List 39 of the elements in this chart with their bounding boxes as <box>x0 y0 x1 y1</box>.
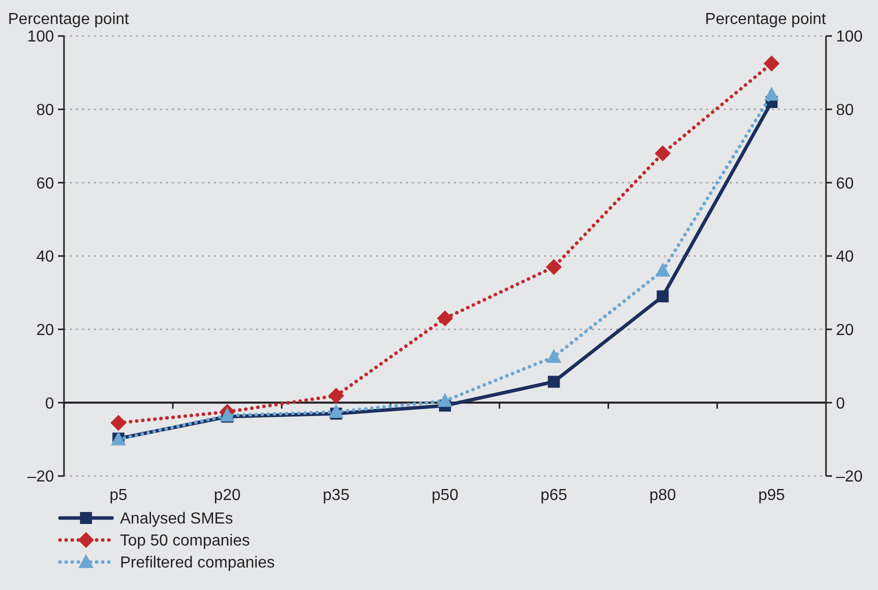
legend-label: Top 50 companies <box>120 532 250 550</box>
point <box>328 404 344 418</box>
y-tick-label: –20 <box>27 468 54 486</box>
point <box>546 348 562 363</box>
point <box>548 376 560 388</box>
y2-tick-label: 100 <box>836 28 863 46</box>
x-tick-label: p95 <box>758 487 786 504</box>
point <box>654 145 671 162</box>
x-tick-label: p5 <box>110 487 128 504</box>
x-tick-label: p20 <box>214 487 241 504</box>
point <box>546 259 562 275</box>
y-tick-label: 60 <box>36 175 54 192</box>
y2-tick-label: 0 <box>836 395 845 412</box>
point <box>764 86 780 101</box>
point <box>437 310 453 326</box>
legend-label: Analysed SMEs <box>120 510 233 528</box>
y-tick-label: 80 <box>36 102 54 119</box>
point <box>110 414 126 431</box>
point <box>328 388 344 404</box>
x-tick-label: p35 <box>322 487 350 504</box>
x-tick-label: p80 <box>649 487 676 504</box>
y2-tick-label: 80 <box>836 102 854 119</box>
y2-tick-label: 20 <box>836 322 854 339</box>
y-tick-label: 0 <box>45 395 54 412</box>
x-tick-label: p65 <box>540 487 568 504</box>
point <box>764 56 780 72</box>
y-tick-label: 100 <box>27 28 54 46</box>
y2-tick-label: 40 <box>836 248 854 266</box>
y-axis-title: Percentage point <box>8 11 130 28</box>
y2-tick-label: 60 <box>836 175 854 192</box>
point <box>655 262 670 277</box>
point <box>438 392 452 407</box>
y-tick-label: 40 <box>36 248 54 266</box>
x-tick-label: p50 <box>432 487 458 504</box>
y-tick-label: 20 <box>36 322 54 339</box>
legend-label: Prefiltered companies <box>120 554 275 572</box>
y2-tick-label: –20 <box>836 468 863 486</box>
point <box>656 290 669 302</box>
y2-axis-title: Percentage point <box>705 11 827 28</box>
